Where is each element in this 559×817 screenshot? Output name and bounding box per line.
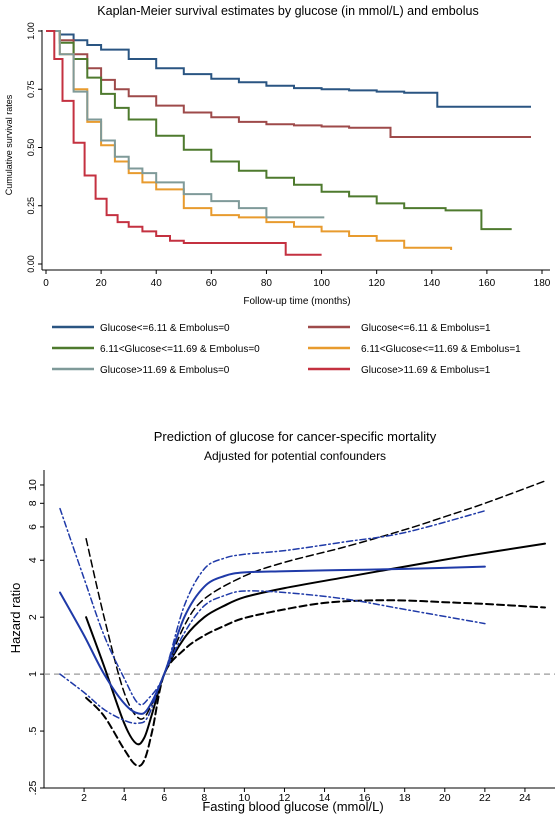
km-legend-label: 6.11<Glucose<=11.69 & Embolus=0 <box>100 344 260 355</box>
km-y-tick-label: 1.00 <box>26 22 36 40</box>
hr-x-tick-label: 14 <box>319 792 331 804</box>
hr-x-tick-label: 12 <box>279 792 291 804</box>
hr-title: Prediction of glucose for cancer-specifi… <box>154 429 437 444</box>
km-legend-label: 6.11<Glucose<=11.69 & Embolus=1 <box>361 344 521 355</box>
km-x-tick-label: 120 <box>368 278 385 289</box>
km-x-tick-label: 160 <box>479 278 496 289</box>
hr-y-tick-label: 4 <box>27 557 39 563</box>
hr-y-tick-label: 1 <box>27 671 39 677</box>
km-x-tick-label: 180 <box>534 278 551 289</box>
km-x-axis-label: Follow-up time (months) <box>243 296 350 307</box>
km-x-tick-label: 140 <box>423 278 440 289</box>
km-series-line-4 <box>46 30 453 250</box>
km-y-tick-label: 0.75 <box>26 80 36 98</box>
km-legend-label: Glucose<=6.11 & Embolus=1 <box>361 323 491 334</box>
km-series-line-5 <box>46 30 325 219</box>
km-title: Kaplan-Meier survival estimates by gluco… <box>97 4 478 18</box>
km-y-tick-label: 0.50 <box>26 139 36 157</box>
kaplan-meier-chart: Kaplan-Meier survival estimates by gluco… <box>4 4 551 376</box>
km-x-tick-label: 100 <box>313 278 330 289</box>
hazard-ratio-chart: Prediction of glucose for cancer-specifi… <box>8 429 555 814</box>
km-series-line-3 <box>46 30 512 231</box>
hr-x-tick-label: 4 <box>121 792 127 804</box>
hr-series-line-5 <box>59 507 486 706</box>
hr-x-tick-label: 22 <box>479 792 491 804</box>
km-y-tick-label: 0.00 <box>26 255 36 273</box>
km-y-tick-label: 0.25 <box>26 197 36 215</box>
km-legend-label: Glucose>11.69 & Embolus=0 <box>100 365 230 376</box>
hr-series-line-2 <box>85 599 546 767</box>
km-x-tick-label: 40 <box>151 278 163 289</box>
hr-x-tick-label: 16 <box>359 792 371 804</box>
hr-series-lines <box>44 480 555 767</box>
hr-series-line-6 <box>59 590 486 725</box>
hr-x-tick-label: 2 <box>81 792 87 804</box>
km-series-line-1 <box>46 30 531 108</box>
km-x-tick-label: 80 <box>261 278 273 289</box>
hr-x-tick-label: 20 <box>439 792 451 804</box>
km-series-line-6 <box>46 30 322 256</box>
hr-series-line-4 <box>59 565 486 715</box>
km-legend: Glucose<=6.11 & Embolus=0 Glucose<=6.11 &… <box>52 323 521 376</box>
km-x-tick-label: 0 <box>43 278 49 289</box>
km-legend-label: Glucose>11.69 & Embolus=1 <box>361 365 491 376</box>
hr-y-tick-label: .25 <box>27 781 39 796</box>
hr-x-tick-label: 6 <box>161 792 167 804</box>
km-x-tick-label: 60 <box>206 278 218 289</box>
hr-x-axis-label: Fasting blood glucose (mmol/L) <box>202 799 383 814</box>
hr-series-line-3 <box>85 480 546 720</box>
hr-x-tick-label: 18 <box>399 792 411 804</box>
hr-y-tick-label: 2 <box>27 614 39 620</box>
km-ticks: 0 20 40 60 80 100 120 140 160 180 0.00 0.25 0.50 0.75… <box>26 22 551 289</box>
km-x-tick-label: 20 <box>96 278 108 289</box>
hr-x-tick-label: 10 <box>239 792 251 804</box>
hr-x-tick-label: 8 <box>201 792 207 804</box>
km-series-lines <box>46 30 531 256</box>
hr-subtitle: Adjusted for potential confounders <box>204 449 386 463</box>
hr-y-tick-label: 6 <box>27 524 39 530</box>
hr-x-tick-label: 24 <box>519 792 531 804</box>
hr-y-axis-label: Hazard ratio <box>8 583 23 654</box>
hr-y-tick-label: 8 <box>27 500 39 506</box>
hr-y-tick-label: .5 <box>27 727 39 736</box>
km-legend-label: Glucose<=6.11 & Embolus=0 <box>100 323 230 334</box>
hr-y-tick-label: 10 <box>27 479 39 491</box>
km-y-axis-label: Cumulative survival rates <box>4 94 14 195</box>
